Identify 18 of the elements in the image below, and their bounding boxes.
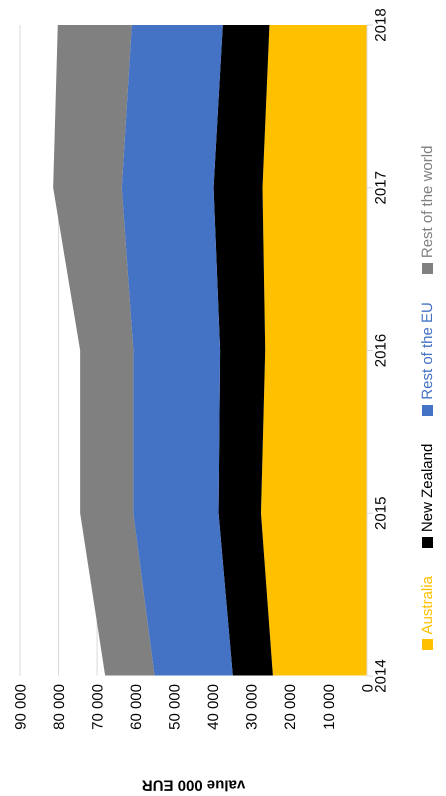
y-tick-label: 2018 xyxy=(372,8,390,42)
x-tick-label: 90 000 xyxy=(12,684,30,730)
x-tick-label: 40 000 xyxy=(205,684,222,730)
text: Australia xyxy=(418,576,436,634)
x-tick-label: 50 000 xyxy=(166,684,184,730)
y-tick-label: 2016 xyxy=(372,334,390,368)
text: New Zealand xyxy=(418,444,436,532)
text: Rest of the EU xyxy=(418,302,436,400)
y-tick-label: 2017 xyxy=(372,171,390,204)
x-tick-label: 70 000 xyxy=(89,684,106,730)
y-tick-label: 2015 xyxy=(372,496,390,530)
x-tick-label: 80 000 xyxy=(50,684,68,730)
text: Rest of the world xyxy=(418,146,436,258)
x-tick-label: 20 000 xyxy=(282,684,300,730)
x-tick-label: 30 000 xyxy=(244,684,261,730)
x-axis-title: value 000 EUR xyxy=(142,776,246,794)
x-tick-label: 60 000 xyxy=(128,684,145,730)
x-tick-label: 10 000 xyxy=(320,684,338,730)
